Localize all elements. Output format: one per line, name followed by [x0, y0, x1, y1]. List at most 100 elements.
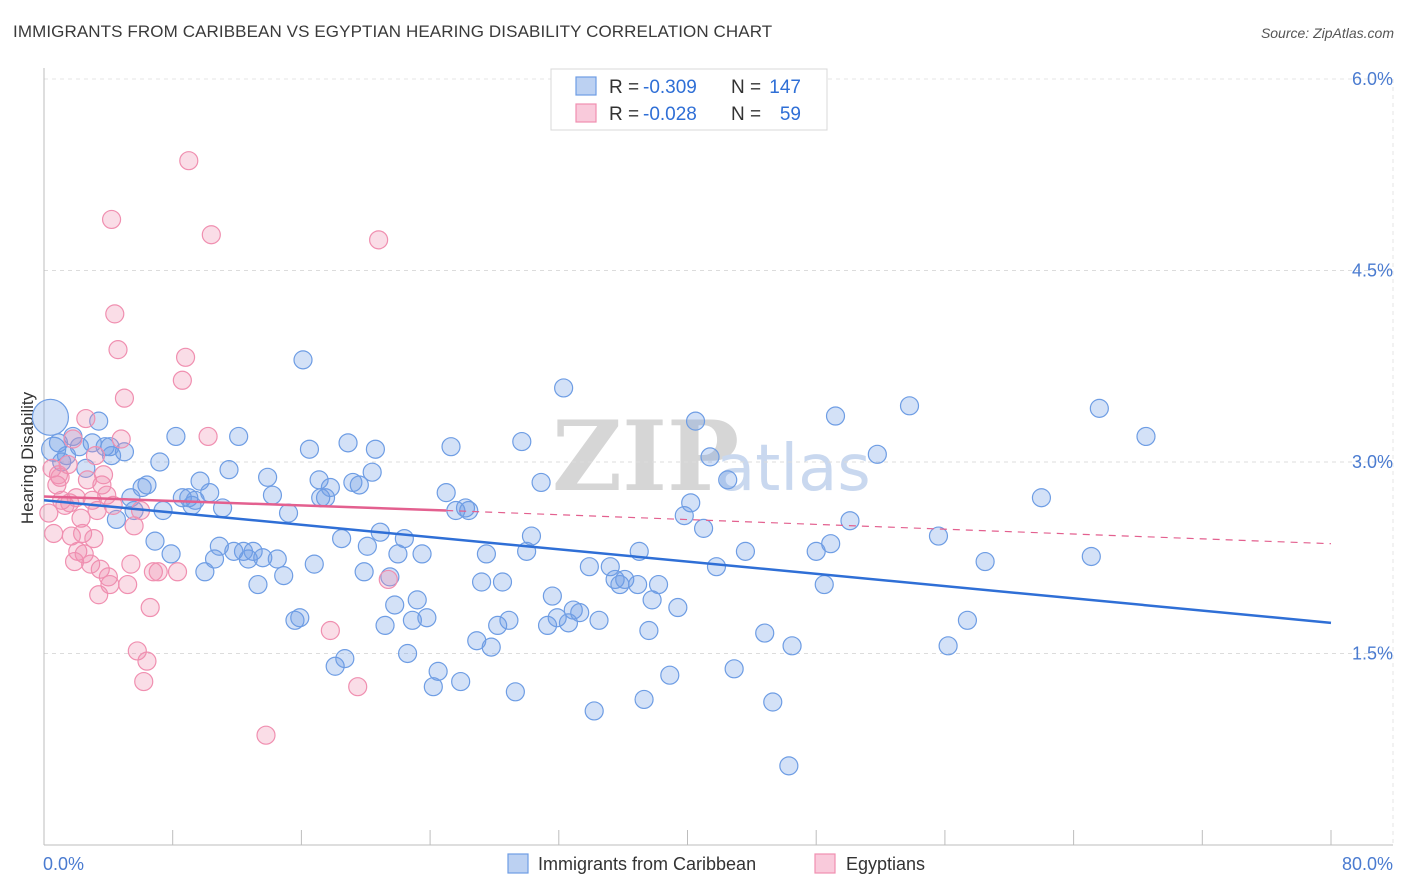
caribbean-point-145	[570, 603, 590, 623]
watermark-atlas: atlas	[716, 432, 871, 506]
trend-lines	[43, 495, 1332, 625]
caribbean-point-39	[253, 548, 273, 568]
bottom-legend-swatch-egyptians	[814, 853, 836, 874]
legend-n-label-2: N =	[731, 104, 761, 125]
egyptians-point-33	[108, 340, 128, 360]
caribbean-point-131	[867, 444, 887, 464]
egyptians-point-41	[134, 671, 154, 692]
legend-n-label-1: N =	[731, 77, 761, 98]
caribbean-point-38	[248, 574, 268, 595]
egyptians-point-43	[140, 597, 160, 618]
caribbean-point-43	[274, 566, 294, 586]
egyptians-point-34	[111, 429, 131, 449]
caribbean-point-127	[814, 574, 834, 595]
caribbean-point-134	[938, 636, 958, 656]
caribbean-point-29	[204, 549, 225, 569]
caribbean-point-37	[243, 541, 263, 561]
caribbean-point-62	[365, 439, 386, 459]
caribbean-point-111	[660, 665, 680, 685]
caribbean-point-72	[412, 544, 432, 564]
caribbean-point-79	[451, 671, 471, 692]
caribbean-point-18	[145, 531, 165, 551]
caribbean-point-101	[589, 610, 609, 630]
egyptians-point-18	[81, 554, 101, 574]
trend-line-caribbean	[43, 499, 1332, 625]
caribbean-point-88	[505, 682, 525, 702]
caribbean-point-118	[706, 557, 727, 577]
caribbean-point-87	[499, 610, 519, 630]
caribbean-point-64	[375, 615, 395, 636]
caribbean-point-19	[150, 452, 170, 472]
legend-box	[550, 68, 828, 131]
egyptians-point-16	[76, 408, 96, 429]
caribbean-point-117	[700, 447, 720, 467]
egyptians-point-32	[105, 304, 125, 324]
caribbean-point-76	[436, 483, 456, 503]
egyptians-point-37	[121, 554, 141, 574]
caribbean-point-89	[512, 431, 532, 452]
caribbean-point-135	[957, 610, 978, 630]
egyptians-point-52	[256, 725, 276, 745]
caribbean-point-40	[258, 467, 278, 487]
caribbean-point-107	[634, 689, 654, 710]
egyptians-point-44	[143, 562, 163, 582]
caribbean-point-84	[481, 637, 501, 657]
caribbean-point-49	[304, 554, 324, 574]
caribbean-point-21	[161, 544, 181, 564]
caribbean-point-0	[31, 398, 70, 436]
egyptians-point-15	[74, 544, 94, 564]
watermark-zip: ZIP	[552, 400, 739, 513]
caribbean-point-30	[209, 536, 229, 556]
caribbean-point-52	[320, 477, 340, 498]
egyptians-point-9	[63, 429, 83, 449]
caribbean-point-59	[354, 562, 374, 582]
caribbean-point-58	[349, 475, 369, 495]
egyptians-point-39	[127, 641, 147, 661]
caribbean-point-94	[542, 586, 562, 606]
egyptians-point-24	[90, 559, 110, 579]
egyptians-point-14	[73, 523, 93, 544]
x-tick-label-max: 80.0%	[1342, 854, 1393, 874]
caribbean-point-27	[195, 562, 215, 582]
bottom-legend-swatch-caribbean	[507, 853, 529, 874]
caribbean-point-68	[394, 528, 414, 549]
caribbean-point-108	[639, 620, 659, 641]
caribbean-point-6	[69, 437, 89, 457]
chart-title: IMMIGRANTS FROM CARIBBEAN VS EGYPTIAN HE…	[13, 22, 773, 41]
y-tick-label-0: 1.5%	[1352, 643, 1393, 663]
caribbean-point-112	[668, 597, 688, 618]
caribbean-point-69	[397, 643, 418, 664]
legend-r-value-2: -0.028	[643, 104, 697, 125]
caribbean-point-56	[338, 433, 358, 453]
caribbean-point-106	[628, 574, 648, 595]
caribbean-point-95	[547, 608, 567, 628]
caribbean-point-17	[137, 475, 157, 495]
caribbean-point-123	[763, 692, 783, 712]
caribbean-point-136	[975, 551, 995, 572]
caribbean-point-71	[407, 590, 427, 610]
egyptians-point-55	[369, 230, 389, 250]
caribbean-point-53	[325, 656, 345, 676]
caribbean-point-116	[693, 518, 714, 538]
y-tick-label-1: 3.0%	[1352, 452, 1393, 472]
caribbean-point-138	[1081, 546, 1101, 567]
caribbean-point-125	[782, 636, 802, 656]
caribbean-point-128	[821, 534, 841, 554]
caribbean-point-48	[299, 439, 320, 459]
caribbean-point-22	[166, 426, 186, 447]
egyptians-point-20	[84, 528, 104, 549]
caribbean-point-55	[335, 649, 355, 669]
caribbean-point-124	[779, 756, 799, 776]
caribbean-point-41	[262, 485, 283, 505]
egyptians-point-51	[201, 225, 221, 245]
egyptians-point-48	[175, 347, 196, 367]
caribbean-point-140	[1136, 426, 1156, 447]
caribbean-point-28	[200, 483, 220, 503]
caribbean-point-85	[488, 615, 508, 636]
bottom-legend: Immigrants from Caribbean Egyptians	[507, 853, 925, 874]
caribbean-point-46	[290, 608, 310, 628]
egyptians-point-13	[71, 508, 91, 528]
caribbean-point-93	[537, 615, 558, 636]
grid-lines	[44, 78, 1394, 845]
